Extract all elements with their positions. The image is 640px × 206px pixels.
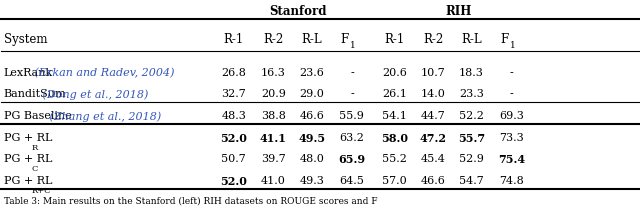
Text: Table 3: Main results on the Stanford (left) RIH datasets on ROUGE scores and F: Table 3: Main results on the Stanford (l… xyxy=(4,197,378,206)
Text: 14.0: 14.0 xyxy=(420,89,445,99)
Text: 75.4: 75.4 xyxy=(498,154,525,165)
Text: 32.7: 32.7 xyxy=(221,89,246,99)
Text: 1: 1 xyxy=(509,41,515,50)
Text: 46.6: 46.6 xyxy=(420,176,445,186)
Text: 64.5: 64.5 xyxy=(339,176,364,186)
Text: 58.0: 58.0 xyxy=(381,133,408,144)
Text: 48.3: 48.3 xyxy=(221,111,246,121)
Text: R+C: R+C xyxy=(31,187,51,195)
Text: 23.6: 23.6 xyxy=(300,68,324,78)
Text: -: - xyxy=(509,89,513,99)
Text: (Erkan and Radev, 2004): (Erkan and Radev, 2004) xyxy=(31,68,175,78)
Text: 18.3: 18.3 xyxy=(459,68,484,78)
Text: 74.8: 74.8 xyxy=(499,176,524,186)
Text: 73.3: 73.3 xyxy=(499,133,524,143)
Text: 50.7: 50.7 xyxy=(221,154,246,164)
Text: R: R xyxy=(31,144,37,152)
Text: 69.3: 69.3 xyxy=(499,111,524,121)
Text: 39.7: 39.7 xyxy=(261,154,285,164)
Text: 55.7: 55.7 xyxy=(458,133,485,144)
Text: 26.1: 26.1 xyxy=(382,89,407,99)
Text: 63.2: 63.2 xyxy=(339,133,364,143)
Text: 47.2: 47.2 xyxy=(420,133,447,144)
Text: R-2: R-2 xyxy=(263,33,284,46)
Text: -: - xyxy=(509,68,513,78)
Text: PG + RL: PG + RL xyxy=(4,154,52,164)
Text: BanditSum: BanditSum xyxy=(4,89,67,99)
Text: 38.8: 38.8 xyxy=(261,111,286,121)
Text: (Dong et al., 2018): (Dong et al., 2018) xyxy=(38,89,148,100)
Text: -: - xyxy=(350,68,354,78)
Text: 65.9: 65.9 xyxy=(339,154,365,165)
Text: 20.9: 20.9 xyxy=(261,89,286,99)
Text: C: C xyxy=(31,165,38,173)
Text: (Zhang et al., 2018): (Zhang et al., 2018) xyxy=(46,111,161,122)
Text: 52.9: 52.9 xyxy=(459,154,484,164)
Text: 57.0: 57.0 xyxy=(382,176,407,186)
Text: 41.0: 41.0 xyxy=(261,176,286,186)
Text: R-2: R-2 xyxy=(423,33,443,46)
Text: 52.0: 52.0 xyxy=(220,176,247,187)
Text: PG + RL: PG + RL xyxy=(4,176,52,186)
Text: 52.0: 52.0 xyxy=(220,133,247,144)
Text: 55.2: 55.2 xyxy=(382,154,407,164)
Text: R-1: R-1 xyxy=(385,33,405,46)
Text: 46.6: 46.6 xyxy=(300,111,324,121)
Text: 49.3: 49.3 xyxy=(300,176,324,186)
Text: 55.9: 55.9 xyxy=(339,111,364,121)
Text: LexRank: LexRank xyxy=(4,68,53,78)
Text: 29.0: 29.0 xyxy=(300,89,324,99)
Text: 1: 1 xyxy=(350,41,356,50)
Text: F: F xyxy=(340,33,349,46)
Text: System: System xyxy=(4,33,47,46)
Text: 45.4: 45.4 xyxy=(420,154,445,164)
Text: F: F xyxy=(500,33,508,46)
Text: 23.3: 23.3 xyxy=(459,89,484,99)
Text: Stanford: Stanford xyxy=(269,6,327,19)
Text: 10.7: 10.7 xyxy=(420,68,445,78)
Text: 41.1: 41.1 xyxy=(260,133,287,144)
Text: R-1: R-1 xyxy=(223,33,244,46)
Text: 49.5: 49.5 xyxy=(298,133,325,144)
Text: 54.1: 54.1 xyxy=(382,111,407,121)
Text: 26.8: 26.8 xyxy=(221,68,246,78)
Text: 20.6: 20.6 xyxy=(382,68,407,78)
Text: 16.3: 16.3 xyxy=(261,68,286,78)
Text: R-L: R-L xyxy=(301,33,322,46)
Text: 52.2: 52.2 xyxy=(459,111,484,121)
Text: -: - xyxy=(350,89,354,99)
Text: 54.7: 54.7 xyxy=(459,176,484,186)
Text: RIH: RIH xyxy=(445,6,472,19)
Text: PG Baseline: PG Baseline xyxy=(4,111,72,121)
Text: 48.0: 48.0 xyxy=(300,154,324,164)
Text: R-L: R-L xyxy=(461,33,482,46)
Text: 44.7: 44.7 xyxy=(420,111,445,121)
Text: PG + RL: PG + RL xyxy=(4,133,52,143)
